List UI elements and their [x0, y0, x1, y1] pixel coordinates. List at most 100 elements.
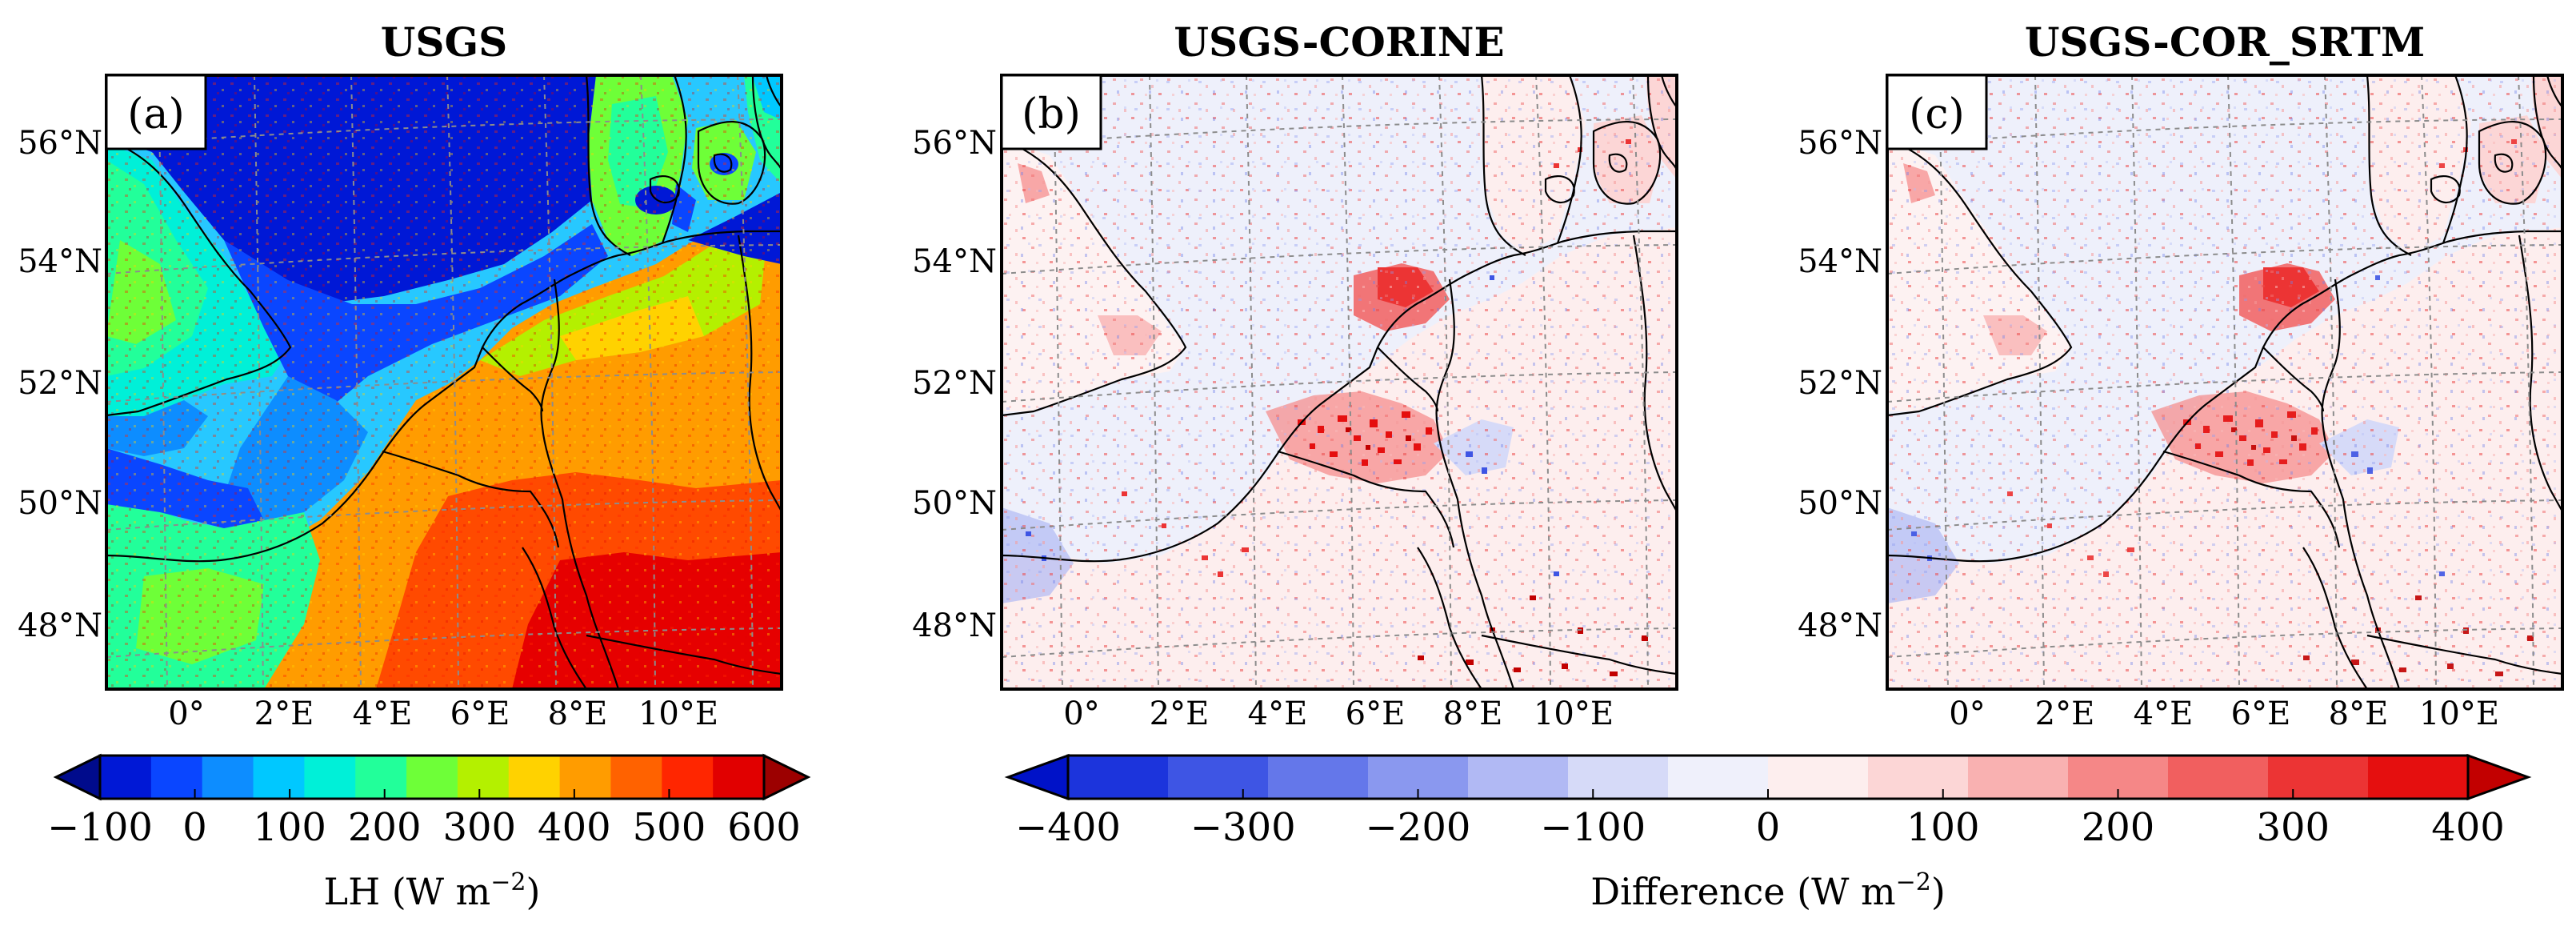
- panel-a-label-box: [105, 74, 207, 150]
- colorbar-diff-cell: [1168, 756, 1269, 799]
- lon-label-b-4: 4°E: [1248, 696, 1308, 732]
- lon-label-c-4: 4°E: [2134, 696, 2194, 732]
- lat-label-b-48: 48°N: [912, 607, 997, 644]
- colorbar-diff-extend-low: [1004, 753, 1070, 801]
- lon-label-a-2: 2°E: [254, 696, 314, 732]
- lon-label-a-10: 10°E: [638, 696, 718, 732]
- colorbar-lh-cell: [457, 756, 510, 799]
- lon-label-c-8: 8°E: [2329, 696, 2389, 732]
- colorbar-diff-cell: [2268, 756, 2369, 799]
- colorbar-diff-cell: [1268, 756, 1369, 799]
- colorbar-lh-cell: [406, 756, 458, 799]
- lon-label-c-6: 6°E: [2231, 696, 2291, 732]
- lon-label-a-8: 8°E: [548, 696, 608, 732]
- colorbar-lh: −100 0 100 200 300 400 500 600 LH (W m−2): [47, 753, 811, 913]
- lat-label-a-50: 50°N: [18, 485, 102, 522]
- lat-label-c-56: 56°N: [1798, 125, 1882, 162]
- colorbar-lh-extend-high: [762, 753, 811, 801]
- colorbar-lh-label: LH (W m−2): [324, 868, 541, 913]
- panel-c-field: [1887, 75, 2562, 689]
- lon-label-b-0: 0°: [1063, 696, 1099, 732]
- panel-b-map: (b): [1000, 74, 1678, 691]
- colorbar-diff-tick-label: 400: [2431, 805, 2505, 850]
- panel-c-label-box: [1886, 74, 1988, 150]
- panel-b-title: USGS-CORINE: [1174, 18, 1504, 66]
- colorbar-lh-tick-label: 100: [253, 805, 326, 850]
- lat-label-b-50: 50°N: [912, 485, 997, 522]
- panel-a-map: (a): [105, 74, 783, 691]
- panel-c-title: USGS-COR_SRTM: [2025, 18, 2425, 66]
- colorbar-diff-tick-label: 100: [1906, 805, 1980, 850]
- lon-label-a-6: 6°E: [450, 696, 510, 732]
- colorbar-diff-cell: [2168, 756, 2269, 799]
- colorbar-diff-tick-label: −100: [1540, 805, 1646, 850]
- colorbar-diff-cell: [1768, 756, 1869, 799]
- colorbar-diff-cell: [1068, 756, 1169, 799]
- colorbar-lh-tick-label: 600: [727, 805, 801, 850]
- lon-label-c-2: 2°E: [2035, 696, 2095, 732]
- panel-a-title: USGS: [381, 18, 508, 66]
- panel-b-frame: [1000, 74, 1678, 691]
- colorbar-lh-cell: [662, 756, 714, 799]
- colorbar-lh-cell: [150, 756, 203, 799]
- lat-label-a-48: 48°N: [18, 607, 102, 644]
- lat-label-c-54: 54°N: [1798, 243, 1882, 280]
- colorbar-lh-cell: [610, 756, 662, 799]
- colorbar-lh-cell: [253, 756, 305, 799]
- lat-label-b-52: 52°N: [912, 365, 997, 402]
- colorbar-lh-frame: [98, 754, 766, 800]
- lon-label-b-2: 2°E: [1150, 696, 1210, 732]
- colorbar-diff-cell: [1668, 756, 1769, 799]
- colorbar-lh-cell: [202, 756, 254, 799]
- panel-b-field: [1002, 75, 1677, 689]
- colorbar-lh-extend-low: [53, 753, 102, 801]
- colorbar-diff-cells: [1068, 756, 2469, 799]
- colorbar-lh-tick-label: 0: [182, 805, 207, 850]
- panel-c-map: (c): [1886, 74, 2564, 691]
- lat-label-a-54: 54°N: [18, 243, 102, 280]
- colorbar-lh-tick-label: 500: [633, 805, 706, 850]
- lat-label-c-48: 48°N: [1798, 607, 1882, 644]
- panel-a-frame: [105, 74, 783, 691]
- colorbar-diff-tick-label: −400: [1015, 805, 1121, 850]
- lon-label-a-4: 4°E: [353, 696, 413, 732]
- colorbar-lh-tick-label: 200: [348, 805, 422, 850]
- colorbar-diff-tick-label: −300: [1190, 805, 1296, 850]
- colorbar-lh-tick-label: −100: [47, 805, 153, 850]
- colorbar-lh-cell: [559, 756, 612, 799]
- colorbar-diff-cell: [1568, 756, 1669, 799]
- lon-label-c-0: 0°: [1949, 696, 1985, 732]
- lon-label-b-10: 10°E: [1534, 696, 1614, 732]
- panel-c-frame: [1886, 74, 2564, 691]
- colorbar-diff: −400 −300 −200 −100 0 100 200 300 400 Difference…: [1004, 753, 2532, 913]
- colorbar-diff-cell: [1868, 756, 1969, 799]
- colorbar-lh-cells: [100, 756, 765, 799]
- colorbar-diff-extend-high: [2466, 753, 2532, 801]
- panel-b-label-box: [1000, 74, 1102, 150]
- lat-label-b-56: 56°N: [912, 125, 997, 162]
- colorbar-diff-tick-label: 0: [1756, 805, 1781, 850]
- colorbar-lh-tick-label: 300: [442, 805, 516, 850]
- colorbar-lh-tick-label: 400: [538, 805, 611, 850]
- panel-a-field: [106, 75, 782, 689]
- colorbar-diff-tick-label: 300: [2256, 805, 2330, 850]
- colorbar-diff-cell: [2368, 756, 2469, 799]
- colorbar-diff-cell: [1468, 756, 1569, 799]
- panel-b-label: (b): [1022, 90, 1081, 138]
- colorbar-lh-cell: [100, 756, 152, 799]
- lat-label-b-54: 54°N: [912, 243, 997, 280]
- colorbar-lh-cell: [508, 756, 561, 799]
- lat-label-a-52: 52°N: [18, 365, 102, 402]
- colorbar-lh-cell: [355, 756, 407, 799]
- lat-label-a-56: 56°N: [18, 125, 102, 162]
- colorbar-diff-tick-label: −200: [1366, 805, 1471, 850]
- colorbar-diff-cell: [1968, 756, 2069, 799]
- colorbar-lh-cell: [304, 756, 356, 799]
- colorbar-diff-tick-label: 200: [2082, 805, 2155, 850]
- lon-label-a-0: 0°: [168, 696, 204, 732]
- lon-label-b-8: 8°E: [1443, 696, 1503, 732]
- lat-label-c-52: 52°N: [1798, 365, 1882, 402]
- panel-a-label: (a): [127, 90, 185, 138]
- lat-label-c-50: 50°N: [1798, 485, 1882, 522]
